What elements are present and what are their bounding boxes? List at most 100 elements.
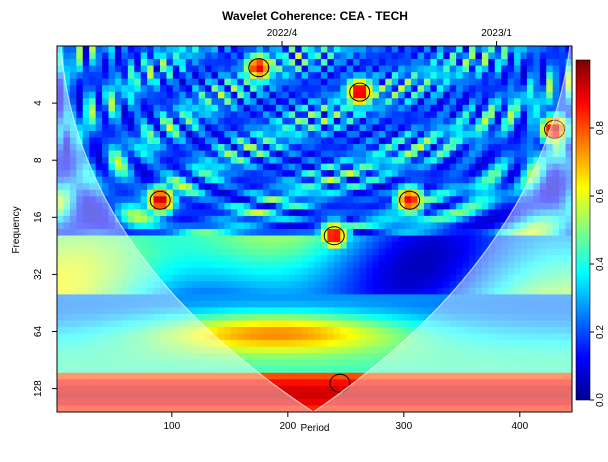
heatmap-cell: [462, 385, 470, 393]
heatmap-cell: [205, 340, 213, 348]
heatmap-cell: [507, 111, 515, 119]
heatmap-cell: [243, 111, 251, 119]
heatmap-cell: [301, 294, 309, 302]
heatmap-cell: [127, 379, 135, 387]
heatmap-cell: [346, 366, 354, 374]
heatmap-cell: [449, 91, 457, 99]
heatmap-cell: [295, 333, 303, 341]
heatmap-cell: [69, 111, 77, 119]
heatmap-cell: [108, 242, 116, 250]
heatmap-cell: [179, 111, 187, 119]
heatmap-cell: [327, 222, 335, 230]
heatmap-cell: [327, 65, 335, 73]
heatmap-cell: [552, 372, 560, 380]
heatmap-cell: [114, 359, 122, 367]
plot-frame: [56, 45, 573, 413]
heatmap-cell: [269, 281, 277, 289]
heatmap-cell: [333, 183, 341, 191]
heatmap-cell: [391, 117, 399, 126]
heatmap-cell: [108, 405, 116, 412]
heatmap-cell: [127, 242, 135, 250]
heatmap-cell: [147, 72, 155, 80]
heatmap-cell: [372, 346, 380, 354]
heatmap-cell: [308, 52, 316, 60]
heatmap-cell: [417, 163, 425, 171]
heatmap-cell: [366, 72, 374, 80]
heatmap-cell: [398, 307, 406, 315]
heatmap-cell: [172, 98, 180, 106]
heatmap-cell: [224, 209, 232, 217]
heatmap-cell: [153, 137, 161, 145]
heatmap-cell: [243, 222, 251, 230]
heatmap-cell: [160, 222, 168, 230]
heatmap-cell: [198, 366, 206, 374]
heatmap-cell: [475, 313, 483, 322]
heatmap-cell: [533, 85, 541, 93]
heatmap-cell: [411, 72, 419, 80]
heatmap-cell: [288, 235, 296, 243]
significance-contour: [329, 373, 351, 393]
heatmap-cell: [301, 98, 309, 106]
heatmap-cell: [89, 46, 97, 54]
heatmap-cell: [89, 261, 97, 269]
heatmap-cell: [256, 281, 264, 289]
heatmap-cell: [63, 313, 71, 322]
heatmap-cell: [89, 366, 97, 374]
heatmap-cell: [237, 313, 245, 322]
heatmap-cell: [230, 189, 238, 197]
heatmap-cell: [250, 392, 258, 400]
heatmap-cell: [211, 353, 219, 361]
heatmap-cell: [140, 287, 148, 295]
heatmap-cell: [301, 248, 309, 256]
heatmap-cell: [423, 346, 431, 354]
heatmap-cell: [69, 124, 77, 132]
heatmap-cell: [494, 287, 502, 295]
heatmap-cell: [205, 124, 213, 132]
heatmap-cell: [282, 130, 290, 139]
heatmap-cell: [121, 313, 129, 322]
heatmap-cell: [301, 144, 309, 152]
heatmap-cell: [198, 176, 206, 184]
heatmap-cell: [327, 235, 335, 243]
heatmap-cell: [224, 163, 232, 171]
heatmap-cell: [114, 235, 122, 243]
heatmap-cell: [436, 359, 444, 367]
heatmap-cell: [456, 202, 464, 210]
heatmap-cell: [320, 137, 328, 145]
heatmap-cell: [217, 353, 225, 361]
heatmap-cell: [520, 117, 528, 126]
heatmap-cell: [449, 196, 457, 204]
heatmap-cell: [353, 98, 361, 106]
heatmap-cell: [411, 281, 419, 289]
heatmap-cell: [76, 333, 84, 341]
heatmap-cell: [366, 215, 374, 224]
heatmap-cell: [456, 313, 464, 322]
heatmap-cell: [533, 372, 541, 380]
heatmap-cell: [494, 46, 502, 54]
heatmap-cell: [404, 91, 412, 99]
heatmap-cell: [469, 255, 477, 263]
heatmap-cell: [443, 392, 451, 400]
heatmap-cell: [82, 137, 90, 145]
heatmap-cell: [385, 398, 393, 407]
heatmap-cell: [514, 176, 522, 184]
heatmap-cell: [488, 320, 496, 328]
heatmap-cell: [353, 189, 361, 197]
heatmap-cell: [127, 117, 135, 126]
heatmap-cell: [140, 144, 148, 152]
heatmap-cell: [147, 144, 155, 152]
heatmap-cell: [301, 65, 309, 73]
heatmap-cell: [263, 137, 271, 145]
heatmap-cell: [295, 340, 303, 348]
heatmap-cell: [288, 294, 296, 302]
heatmap-cell: [520, 65, 528, 73]
heatmap-cell: [269, 274, 277, 282]
heatmap-cell: [520, 392, 528, 400]
heatmap-cell: [179, 340, 187, 348]
heatmap-cell: [346, 294, 354, 302]
heatmap-cell: [340, 327, 348, 335]
heatmap-cell: [449, 392, 457, 400]
heatmap-cell: [288, 372, 296, 380]
heatmap-cell: [95, 196, 103, 204]
heatmap-cell: [552, 379, 560, 387]
